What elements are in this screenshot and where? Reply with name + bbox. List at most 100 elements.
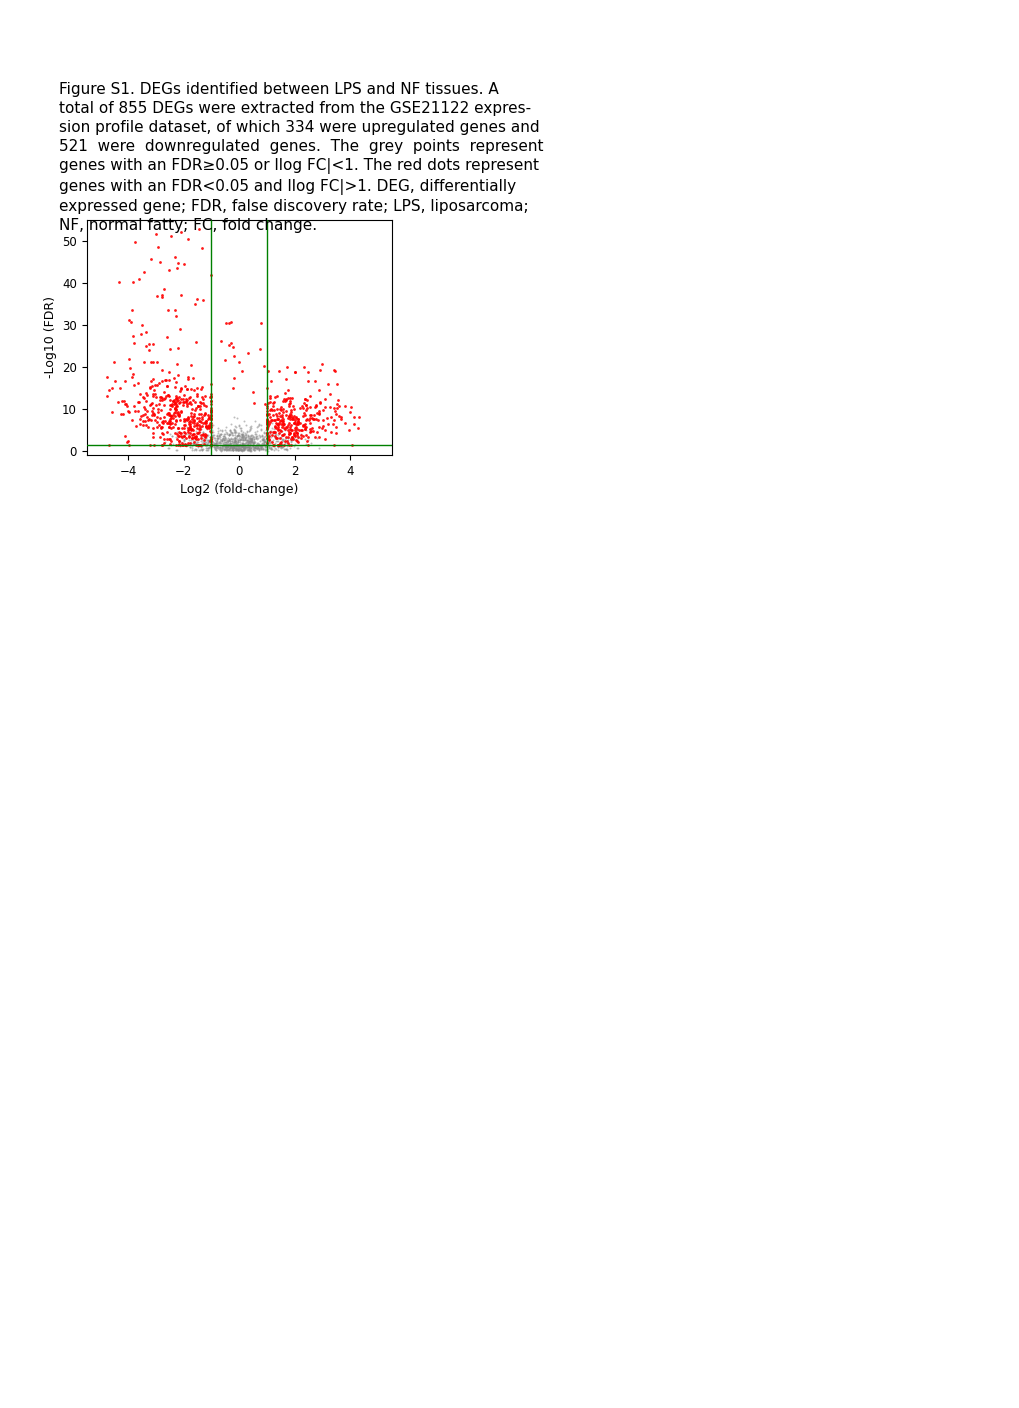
Point bbox=[206, 434, 222, 456]
Point bbox=[192, 415, 208, 438]
Point bbox=[171, 434, 187, 456]
Point bbox=[279, 429, 296, 452]
Point bbox=[243, 431, 259, 453]
Point bbox=[230, 438, 247, 460]
Point bbox=[203, 434, 219, 456]
Point bbox=[268, 438, 284, 460]
Point bbox=[222, 421, 238, 444]
Point bbox=[169, 434, 185, 456]
Point bbox=[236, 435, 253, 458]
Point bbox=[192, 438, 208, 460]
Point bbox=[211, 438, 227, 460]
Point bbox=[183, 401, 200, 424]
Point bbox=[236, 436, 253, 459]
Point bbox=[197, 425, 213, 448]
Point bbox=[144, 404, 160, 427]
Point bbox=[289, 431, 306, 453]
Point bbox=[285, 428, 302, 451]
Point bbox=[203, 401, 219, 424]
Point bbox=[181, 413, 198, 435]
Point bbox=[243, 415, 259, 438]
Point bbox=[225, 436, 242, 459]
Point bbox=[230, 436, 247, 459]
Point bbox=[322, 383, 338, 406]
Point bbox=[233, 435, 250, 458]
Point bbox=[225, 428, 242, 451]
Point bbox=[185, 422, 202, 445]
Point bbox=[251, 436, 267, 459]
Point bbox=[145, 427, 161, 449]
Point bbox=[166, 366, 182, 389]
Point bbox=[293, 418, 310, 441]
Point bbox=[132, 406, 149, 428]
Point bbox=[288, 415, 305, 438]
Point bbox=[233, 432, 250, 455]
Point bbox=[203, 424, 219, 446]
Point bbox=[194, 406, 210, 428]
Point bbox=[222, 434, 238, 456]
Point bbox=[237, 432, 254, 455]
Point bbox=[257, 429, 273, 452]
Point bbox=[227, 420, 244, 442]
Point bbox=[259, 415, 275, 438]
Point bbox=[186, 293, 203, 315]
Point bbox=[254, 432, 270, 455]
Point bbox=[259, 397, 275, 420]
Point bbox=[270, 417, 286, 439]
Point bbox=[245, 434, 261, 456]
Point bbox=[297, 418, 313, 441]
Point bbox=[165, 389, 181, 411]
Point bbox=[154, 286, 170, 308]
Point bbox=[235, 410, 252, 432]
Point bbox=[227, 429, 244, 452]
Point bbox=[252, 436, 268, 459]
Point bbox=[253, 311, 269, 334]
Point bbox=[240, 436, 257, 459]
Point bbox=[177, 411, 194, 434]
Point bbox=[208, 435, 224, 458]
Point bbox=[277, 427, 293, 449]
Point bbox=[222, 439, 238, 462]
Point bbox=[176, 414, 193, 436]
Point bbox=[193, 403, 209, 425]
Point bbox=[287, 417, 304, 439]
Point bbox=[298, 432, 314, 455]
Point bbox=[172, 379, 189, 401]
Point bbox=[185, 431, 202, 453]
Point bbox=[318, 407, 334, 429]
Point bbox=[250, 434, 266, 456]
Point bbox=[198, 431, 214, 453]
Point bbox=[136, 396, 152, 418]
Point bbox=[287, 407, 304, 429]
Point bbox=[173, 431, 190, 453]
Point bbox=[217, 436, 233, 459]
Point bbox=[162, 338, 178, 360]
Point bbox=[289, 427, 306, 449]
Point bbox=[201, 431, 217, 453]
Point bbox=[187, 428, 204, 451]
Point bbox=[281, 391, 298, 414]
Point bbox=[218, 428, 234, 451]
Point bbox=[203, 408, 219, 431]
Point bbox=[307, 370, 323, 393]
Point bbox=[154, 434, 170, 456]
Point bbox=[225, 436, 242, 459]
Point bbox=[254, 429, 270, 452]
Point bbox=[198, 424, 214, 446]
Point bbox=[286, 425, 303, 448]
Point bbox=[271, 403, 287, 425]
Point bbox=[219, 422, 235, 445]
Point bbox=[245, 432, 261, 455]
Point bbox=[280, 393, 297, 415]
Point bbox=[251, 413, 267, 435]
Point bbox=[246, 436, 262, 459]
Point bbox=[272, 421, 288, 444]
Point bbox=[327, 359, 343, 382]
Point bbox=[168, 410, 184, 432]
Point bbox=[203, 428, 219, 451]
Point bbox=[150, 237, 166, 259]
Point bbox=[126, 400, 143, 422]
Point bbox=[174, 391, 191, 414]
Point bbox=[190, 414, 206, 436]
Point bbox=[263, 411, 279, 434]
